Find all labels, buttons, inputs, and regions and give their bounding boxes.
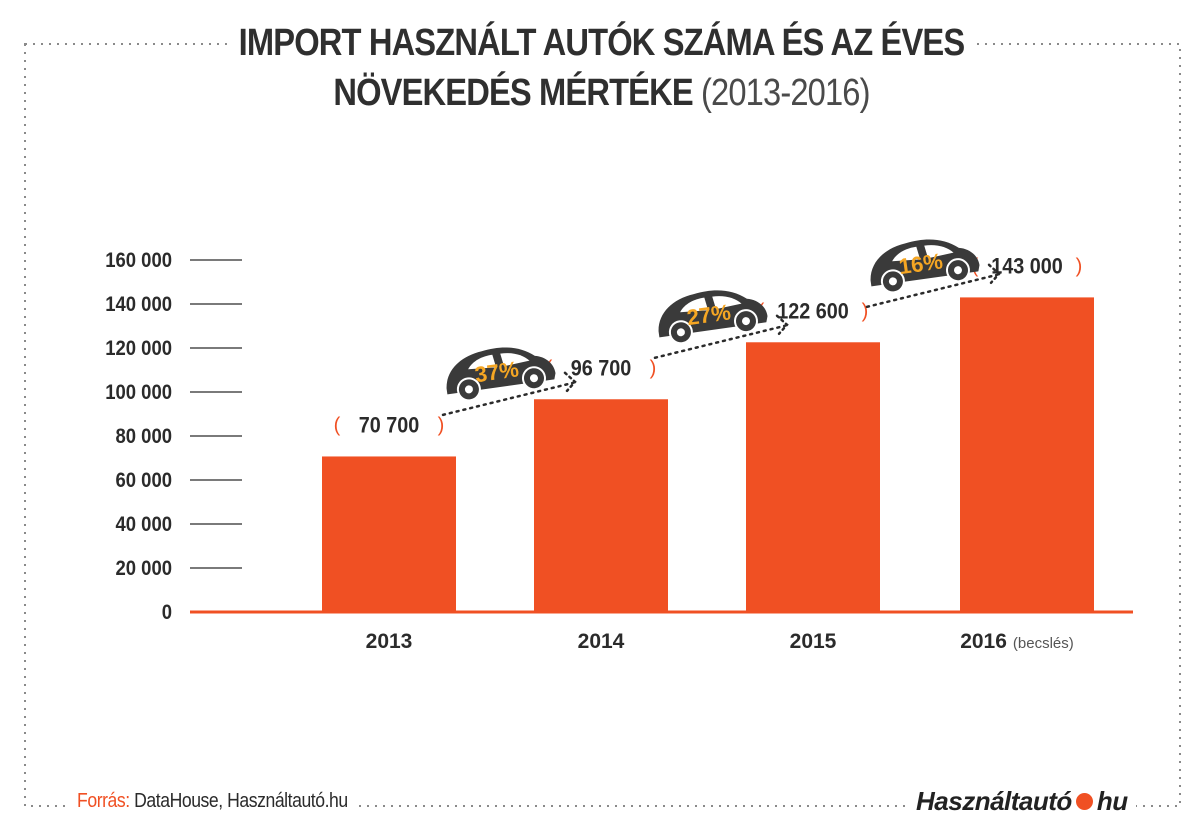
y-tick-label: 80 000 [116, 425, 172, 448]
bar-2016 [960, 297, 1094, 612]
car-icon: 27% [658, 290, 768, 345]
y-tick-label: 0 [162, 601, 172, 624]
title-line-2: NÖVEKEDÉS MÉRTÉKE [333, 72, 693, 114]
source-text: DataHouse, Használtautó.hu [134, 790, 348, 812]
x-tick-label: 2015 [790, 630, 837, 653]
chart-title: IMPORT HASZNÁLT AUTÓK SZÁMA ÉS AZ ÉVES N… [84, 18, 1119, 118]
car-icon: 16% [870, 239, 980, 294]
growth-arrow [653, 324, 787, 360]
x-tick-label: 2013 [366, 630, 413, 653]
y-tick-label: 60 000 [116, 469, 172, 492]
title-line-1: IMPORT HASZNÁLT AUTÓK SZÁMA ÉS AZ ÉVES [226, 22, 977, 64]
bracket-right: ) [862, 300, 869, 322]
growth-label: 27% [685, 299, 732, 330]
brand-name: Használtautó [916, 786, 1072, 816]
footer-source: Forrás: DataHouse, Használtautó.hu [70, 790, 355, 813]
x-tick-note: (becslés) [1013, 635, 1074, 652]
growth-annotations: 37% 27% 16% [441, 239, 1001, 417]
y-tick-label: 140 000 [105, 293, 172, 316]
y-tick-label: 20 000 [116, 557, 172, 580]
bar-2014 [534, 399, 668, 612]
brand-dot-icon [1075, 793, 1093, 810]
x-axis: 2013 2014 2015 2016 (becslés) [366, 630, 1074, 653]
title-subtitle: (2013-2016) [701, 72, 870, 114]
growth-arrow-head [987, 263, 1001, 285]
brand-logo: Használtautó hu [908, 786, 1136, 817]
y-tick-label: 160 000 [105, 249, 172, 272]
bracket-left: ( [334, 414, 341, 436]
bracket-right: ) [1076, 255, 1083, 277]
x-tick-label: 2014 [578, 630, 625, 653]
growth-label: 16% [897, 248, 944, 279]
bar-2015 [746, 342, 880, 612]
growth-arrow-head [775, 314, 789, 336]
bracket-right: ) [650, 357, 657, 379]
y-axis: 0 20 000 40 000 60 000 80 000 100 000 120 000 1… [105, 249, 242, 624]
growth-arrow-head [563, 371, 577, 393]
value-label: 96 700 [571, 356, 632, 380]
car-icon: 37% [446, 347, 556, 402]
y-tick-label: 40 000 [116, 513, 172, 536]
growth-arrow [865, 273, 999, 309]
value-label: 122 600 [777, 299, 849, 323]
y-tick-label: 120 000 [105, 337, 172, 360]
brand-tld: hu [1096, 786, 1128, 816]
growth-arrow [441, 381, 575, 417]
growth-label: 37% [473, 356, 520, 387]
bracket-right: ) [438, 414, 445, 436]
y-tick-label: 100 000 [105, 381, 172, 404]
x-tick-label: 2016 (becslés) [960, 630, 1074, 653]
source-label: Forrás: [77, 790, 130, 812]
value-label: 143 000 [991, 254, 1063, 278]
bar-2013 [322, 456, 456, 612]
bars [322, 297, 1094, 612]
value-label: 70 700 [359, 414, 420, 438]
